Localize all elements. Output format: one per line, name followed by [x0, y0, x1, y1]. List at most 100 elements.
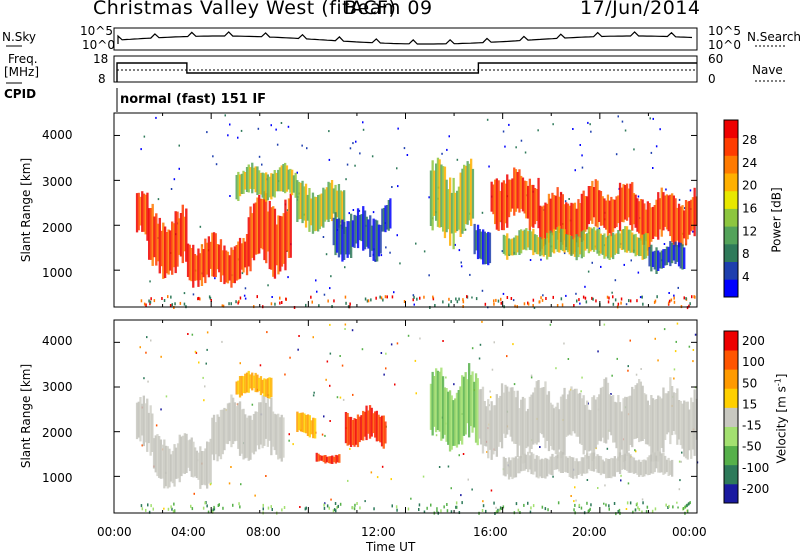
power-panel-region-strip	[259, 198, 263, 249]
power-panel-speckle	[665, 188, 667, 191]
velocity-panel-ground-scatter	[281, 508, 283, 512]
velocity-panel-ground-scatter	[613, 502, 616, 505]
power-panel-region-strip	[466, 161, 469, 225]
nave-tick-bottom: 0	[708, 72, 716, 86]
power-panel-speckle	[155, 116, 157, 119]
velocity-panel-region-strip	[151, 413, 154, 452]
velocity-panel-region-strip	[317, 453, 320, 462]
power-panel-region-strip	[598, 229, 601, 256]
power-panel-region-strip	[270, 207, 273, 270]
power-panel-speckle	[633, 148, 635, 151]
velocity-panel-region-strip	[671, 386, 674, 436]
velocity-panel-ground-scatter	[271, 508, 273, 511]
power-panel-ground-scatter	[653, 300, 656, 304]
velocity-panel-speckle	[673, 368, 676, 371]
velocity-panel-speckle	[266, 331, 268, 334]
power-panel-region-strip	[468, 163, 471, 221]
velocity-panel-region-strip	[195, 450, 198, 478]
power-panel-speckle	[346, 163, 349, 166]
power-panel-region-strip	[690, 199, 693, 232]
power-panel-region-strip	[672, 244, 675, 261]
power-panel-region-strip	[278, 167, 282, 192]
power-panel-region-strip	[268, 176, 271, 198]
power-panel-region-strip	[167, 229, 170, 275]
power-panel-region-strip	[516, 235, 519, 253]
nave-label: Nave	[752, 63, 783, 77]
power-panel-region-strip	[540, 206, 544, 249]
velocity-panel-region-strip	[518, 408, 521, 446]
power-panel-region-strip	[660, 250, 663, 269]
power-panel-region-strip	[525, 228, 528, 251]
velocity-panel-region-strip	[525, 454, 528, 470]
power-panel-region-strip	[304, 183, 308, 228]
velocity-panel-region-strip	[527, 451, 530, 473]
velocity-panel-speckle	[381, 465, 384, 468]
power-panel-region-strip	[546, 232, 549, 260]
velocity-panel-region-strip	[599, 456, 603, 476]
power-panel-speckle	[215, 163, 218, 166]
velocity-panel-ground-scatter	[502, 505, 505, 509]
velocity-panel-ground-scatter	[351, 506, 354, 509]
power-panel-region-strip	[153, 216, 156, 258]
nsky-trace	[117, 31, 693, 45]
power-panel-speckle	[508, 123, 510, 126]
power-panel-region-strip	[646, 233, 649, 256]
power-panel-speckle	[224, 114, 226, 117]
power-panel-speckle	[241, 272, 244, 275]
velocity-panel-region-strip	[380, 415, 384, 447]
power-panel-region-strip	[327, 181, 330, 222]
power-panel-region-strip	[228, 255, 231, 281]
power-panel-region-strip	[245, 167, 249, 192]
velocity-panel-ground-scatter	[590, 503, 592, 507]
velocity-panel-ground-scatter	[544, 507, 547, 511]
velocity-panel-ground-scatter	[334, 502, 337, 505]
power-panel-region-strip	[358, 215, 361, 241]
power-panel-speckle	[637, 195, 640, 198]
power-panel-region-strip	[332, 188, 335, 214]
power-panel-speckle	[584, 285, 586, 288]
velocity-panel-ground-scatter	[426, 506, 428, 510]
velocity-colorbar-swatch	[724, 426, 738, 447]
power-panel-ground-scatter	[179, 301, 182, 305]
velocity-panel-ground-scatter	[141, 507, 144, 511]
power-panel-speckle	[323, 293, 326, 296]
velocity-panel-region-strip	[646, 457, 649, 476]
velocity-panel-speckle	[539, 446, 541, 448]
velocity-panel-speckle	[616, 357, 618, 360]
power-panel-speckle	[637, 271, 640, 274]
velocity-panel-region-strip	[632, 389, 636, 440]
velocity-panel-speckle	[606, 447, 609, 450]
velocity-panel-ground-scatter	[461, 501, 463, 505]
power-panel-region-strip	[618, 233, 622, 249]
power-panel-region-strip	[618, 182, 622, 232]
power-panel-region-strip	[554, 195, 557, 230]
velocity-panel-region-strip	[216, 414, 219, 462]
power-panel-region-strip	[506, 233, 509, 260]
velocity-panel-region-strip	[185, 433, 188, 473]
station-title: Christmas Valley West (fitACF)	[93, 0, 397, 19]
power-panel-region-strip	[627, 188, 630, 218]
velocity-panel-region-strip	[308, 415, 311, 438]
power-panel-ground-scatter	[670, 298, 673, 302]
velocity-panel-region-strip	[587, 409, 590, 452]
power-panel-region-strip	[232, 249, 235, 283]
power-panel-speckle	[315, 279, 317, 282]
velocity-panel-speckle	[329, 323, 331, 326]
velocity-panel-region-strip	[240, 375, 243, 396]
velocity-panel-region-strip	[620, 455, 623, 470]
velocity-panel-region-strip	[662, 387, 665, 453]
power-panel-ground-scatter	[230, 302, 232, 306]
power-panel-ground-scatter	[455, 297, 457, 301]
velocity-panel-region-strip	[575, 458, 578, 479]
velocity-colorbar-frame	[723, 330, 739, 504]
power-panel-region-strip	[365, 216, 368, 247]
velocity-panel-ground-scatter	[638, 508, 641, 511]
power-panel-ground-scatter	[584, 296, 587, 300]
velocity-panel-region-strip	[554, 406, 557, 455]
velocity-panel-ground-scatter	[304, 507, 307, 511]
velocity-panel-region-strip	[591, 397, 594, 462]
velocity-panel-region-strip	[230, 394, 233, 448]
power-panel-region-strip	[565, 234, 568, 251]
velocity-panel-region-strip	[577, 393, 580, 437]
velocity-panel-region-strip	[303, 413, 306, 433]
